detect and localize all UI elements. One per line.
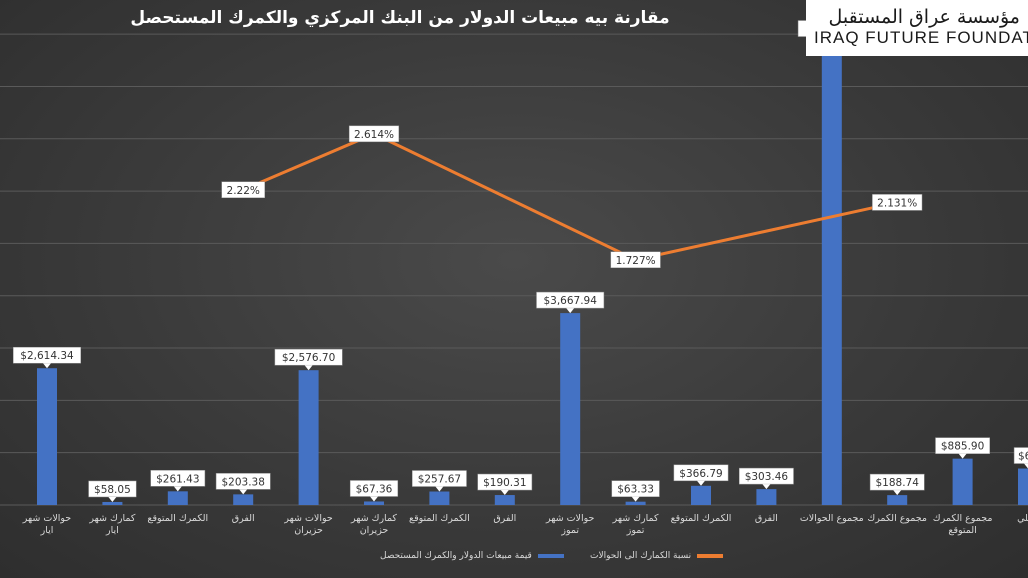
bar-label-pointer [958,453,967,459]
x-tick-label: كمارك شهر [350,513,397,524]
x-tick-label: مجموع الكمرك [867,513,927,524]
bar-data-label: $2,614.34 [20,350,74,362]
line-series [241,131,900,262]
bar-label-pointer [370,496,378,502]
bar-data-label: $303.46 [745,471,789,483]
line-data-label: 2.131% [877,197,917,209]
bar [298,370,319,505]
line-label-box [610,251,661,269]
x-tick-label: الفرق [232,513,255,524]
legend-item-bars: قيمة مبيعات الدولار والكمرك المستحصل [380,551,564,561]
x-tick-label: مجموع الكمرك [933,513,993,524]
bar-label-pointer [566,308,575,314]
legend-label-line: نسبة الكمارك الى الحوالات [590,551,692,561]
bar-label-pointer [173,486,182,492]
bar-label-pointer [500,490,509,496]
chart-title: مقارنة بيه مبيعات الدولار من البنك المرك… [130,8,670,28]
x-tick-label: تموز [626,525,645,536]
bar-data-label: $69 [1018,451,1028,463]
x-tick-label: حوالات شهر [283,513,333,524]
x-tick-label: حوالات شهر [545,513,595,524]
bar-label-pointer [239,489,248,495]
bar [102,501,123,505]
line-data-label: 1.727% [616,255,656,267]
line-label-box [872,194,923,211]
legend-item-line: نسبة الكمارك الى الحوالات [590,551,724,561]
line-label-box [221,181,265,199]
line-data-labels: 2.22% 2.614% 1.727% 2.131% [221,125,923,269]
legend-label-bars: قيمة مبيعات الدولار والكمرك المستحصل [380,551,532,561]
bar-data-label: $366.79 [679,468,722,480]
bar [887,495,908,505]
bar [625,501,646,505]
bar-label-pointer [893,490,902,496]
bar-label-pointer [304,365,313,371]
legend-swatch-line [697,554,724,558]
x-tick-label: مجموع الحوالات [800,513,864,524]
line-data-label: 2.614% [354,129,394,141]
line-data-label: 2.22% [227,185,260,197]
bar [429,491,450,505]
bar [756,489,777,505]
bar [37,368,57,505]
bar-data-label: $261.43 [156,473,199,485]
bar-data-label: $885.90 [941,441,984,453]
logo-arabic-text: مؤسسة عراق المستقبل [828,6,1020,28]
logo-english-text: IRAQ FUTURE FOUNDATION [814,28,1028,47]
x-tick-label: الكمرك المتوقع [671,513,732,524]
line-path [242,132,898,262]
x-tick-label: كمارك شهر [612,513,659,524]
bar-data-labels: $2,614.34 $58.05 $261.43 $203.38 $2,576.70 $6… [13,20,1028,502]
bar-series [37,41,1028,506]
x-tick-label: تموز [560,525,579,536]
bar-label-pointer [631,496,640,502]
bar-data-label: $2,576.70 [282,352,335,364]
bar [1018,468,1028,505]
x-tick-label: الكمرك المتوقع [147,513,208,524]
bar [952,458,973,505]
x-tick-label: حوالات شهر [22,513,72,524]
x-tick-label: كمارك شهر [88,513,135,524]
bar-data-label: $63.33 [617,484,654,496]
x-tick-label: حزيران [294,525,323,536]
bar-data-label: $190.31 [483,477,526,489]
bar-data-label: $257.67 [418,474,461,486]
x-tick-label: ايار [40,525,54,536]
bar-label-pointer [108,496,117,502]
bar-data-label: $3,667.94 [543,295,597,307]
bar-data-label: $188.74 [875,477,919,489]
legend-swatch-bars [537,554,564,558]
bar [233,494,254,505]
bar [821,41,842,506]
bar [364,501,384,505]
bar-data-label: $203.38 [221,476,264,488]
bar-label-pointer [1024,463,1028,469]
line-label-box [348,125,400,143]
bar [167,491,188,505]
bar-label-pointer [43,363,51,369]
bar [560,313,581,505]
x-tick-label: حزيران [360,525,389,536]
bar-label-pointer [435,486,444,492]
x-tick-label: الكلي [1017,513,1028,524]
bar-data-label: $58.05 [94,484,131,496]
bar-data-label: $67.36 [356,483,393,495]
bar-label-pointer [762,484,771,490]
x-tick-label: المتوقع [948,525,976,536]
x-tick-label: ايار [105,525,119,536]
gridlines [0,33,1028,506]
x-tick-label: الفرق [493,513,516,524]
brand-logo: مؤسسة عراق المستقبل IRAQ FUTURE FOUNDATI… [806,0,1028,56]
x-tick-label: الكمرك المتوقع [409,513,470,524]
bar-label-pointer [697,480,705,486]
bar [494,495,515,505]
chart-legend: قيمة مبيعات الدولار والكمرك المستحصل نسب… [0,551,1028,565]
x-tick-label: الفرق [755,513,778,524]
bar [691,485,711,505]
